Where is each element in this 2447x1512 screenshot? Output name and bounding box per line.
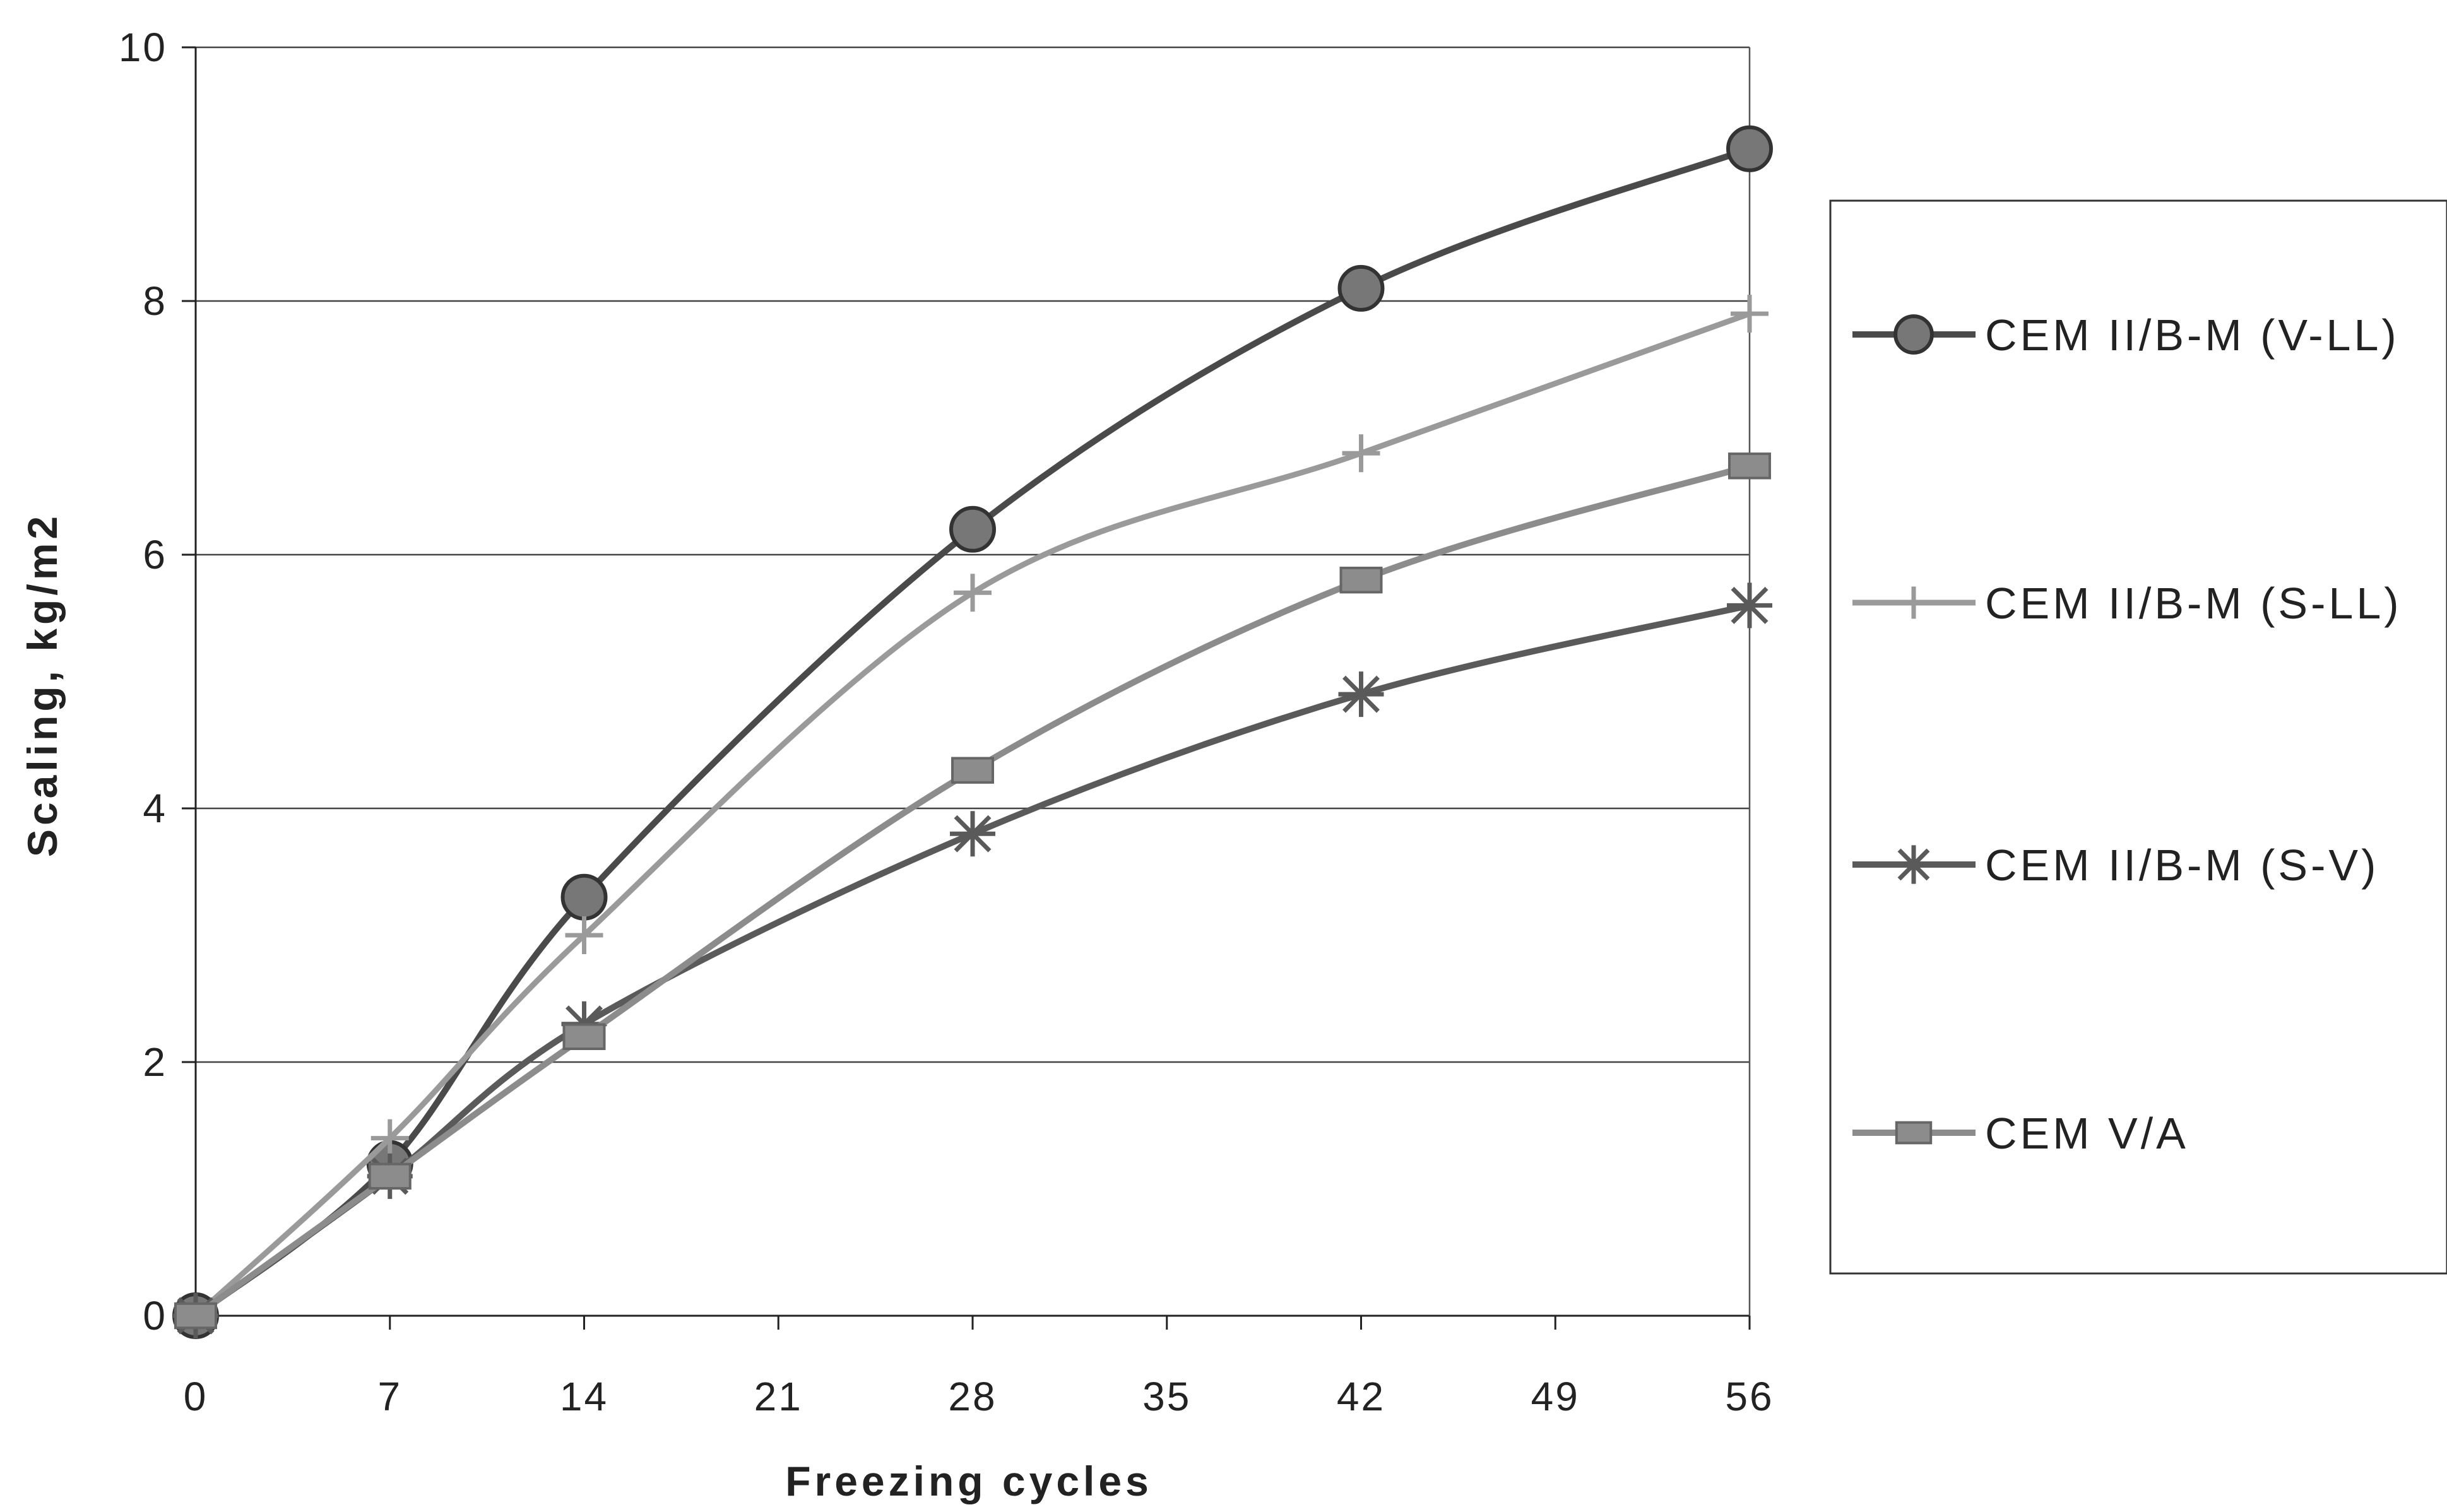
x-tick-label: 14 (560, 1374, 608, 1419)
x-tick-label: 28 (948, 1374, 997, 1419)
x-tick-label: 49 (1531, 1374, 1580, 1419)
x-tick-label: 21 (754, 1374, 803, 1419)
y-tick-label: 8 (143, 278, 167, 324)
series-line (194, 602, 1751, 1319)
legend-marker (1893, 314, 1934, 355)
legend-marker (1894, 845, 1933, 884)
data-point (1727, 582, 1772, 629)
data-point (562, 1023, 606, 1050)
x-tick-label: 42 (1337, 1374, 1385, 1419)
y-axis-title: Scaling, kg/m2 (19, 512, 66, 857)
data-point (1728, 452, 1771, 480)
legend: CEM II/B-M (V-LL) CEM II/B-M (S-LL) CEM II… (1829, 199, 2447, 1275)
data-point (370, 1119, 409, 1157)
legend-label: CEM II/B-M (V-LL) (1985, 310, 2400, 360)
tick-labels: 0 2 4 6 8 10 0 7 14 21 28 35 42 49 56 (119, 25, 1774, 1419)
gridlines (196, 46, 1750, 1317)
legend-marker (1895, 1121, 1933, 1145)
legend-label: CEM V/A (1985, 1109, 2189, 1158)
data-point (1337, 264, 1385, 312)
legend-entry-1: CEM II/B-M (S-LL) (1852, 579, 2402, 628)
data-point (950, 811, 995, 857)
legend-box (1829, 199, 2447, 1275)
x-tick-label: 7 (377, 1374, 402, 1419)
data-point (954, 574, 992, 612)
x-axis-title: Freezing cycles (785, 1458, 1152, 1504)
legend-label: CEM II/B-M (S-LL) (1985, 579, 2402, 628)
y-tick-label: 0 (143, 1293, 167, 1338)
x-tick-label: 0 (184, 1374, 208, 1419)
data-point (1339, 567, 1383, 594)
data-point (565, 916, 603, 954)
data-point (174, 1302, 217, 1330)
y-tick-label: 2 (143, 1039, 167, 1085)
data-point (1726, 125, 1773, 172)
legend-entry-0: CEM II/B-M (V-LL) (1852, 310, 2400, 360)
axes (182, 46, 1751, 1330)
data-point (560, 873, 608, 921)
y-tick-label: 6 (143, 532, 167, 577)
x-tick-label: 56 (1725, 1374, 1774, 1419)
y-tick-label: 10 (119, 25, 167, 70)
x-tick-label: 35 (1142, 1374, 1191, 1419)
series-2 (173, 582, 1772, 1338)
legend-entry-2: CEM II/B-M (S-V) (1852, 841, 2379, 890)
y-tick-label: 4 (143, 786, 167, 831)
series-3 (174, 452, 1771, 1330)
data-point (949, 505, 996, 553)
legend-marker (1897, 586, 1930, 619)
data-point (951, 757, 994, 784)
series-layer (172, 125, 1773, 1339)
legend-entry-3: CEM V/A (1852, 1109, 2189, 1158)
data-point (1338, 671, 1384, 718)
legend-label: CEM II/B-M (S-V) (1985, 841, 2379, 890)
data-point (1731, 295, 1769, 333)
data-point (368, 1162, 412, 1190)
data-point (1342, 434, 1380, 473)
